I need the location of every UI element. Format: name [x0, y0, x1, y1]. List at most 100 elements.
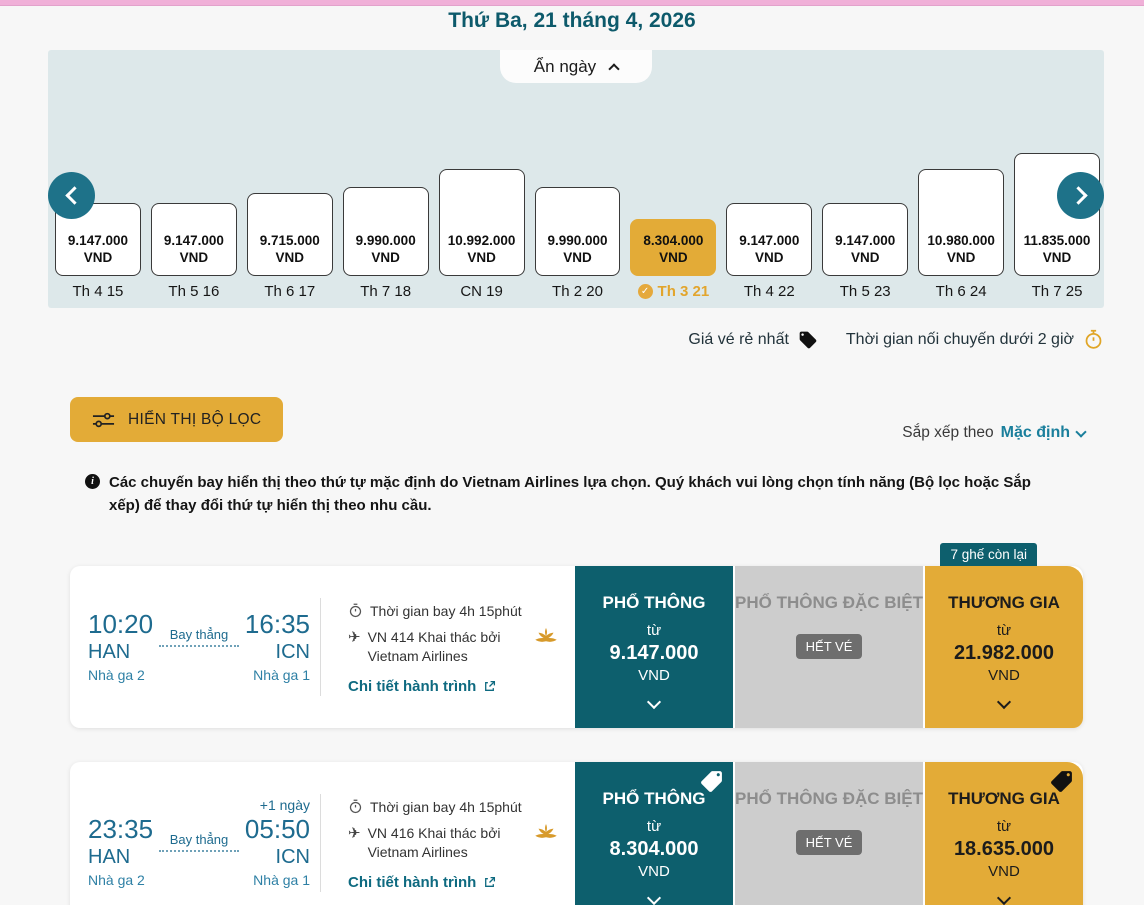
flight-info: Thời gian bay 4h 15phút ✈ VN 414 Khai th…	[348, 602, 570, 695]
day-currency: VND	[371, 250, 400, 265]
price-tag-icon	[799, 331, 817, 348]
divider	[320, 794, 321, 892]
duration-text: Thời gian bay 4h 15phút	[370, 603, 522, 619]
chevron-down-icon	[1075, 426, 1087, 438]
sold-out-badge: HẾT VÉ	[795, 830, 863, 855]
day-price: 9.990.000	[355, 233, 416, 248]
day-label: Th 5 16	[168, 283, 220, 300]
carousel-prev-button[interactable]	[48, 172, 95, 219]
fare-columns: PHỔ THÔNG từ 9.147.000 VND PHỔ THÔNG ĐẶC…	[575, 543, 1084, 728]
day-label: Th 6 17	[264, 283, 316, 300]
flight-segment: 23:35 HAN Nhà ga 2 Bay thẳng +1 ngày 05:…	[70, 762, 320, 905]
departure-terminal: Nhà ga 2	[88, 872, 145, 888]
fare-cabin-label: PHỔ THÔNG	[602, 789, 706, 808]
hide-days-label: Ẩn ngày	[533, 56, 597, 76]
fare-from-label: từ	[996, 818, 1012, 835]
filter-sliders-icon	[92, 412, 115, 427]
sold-out-badge: HẾT VÉ	[795, 634, 863, 659]
chevron-down-icon	[646, 694, 662, 710]
legend-connection: Thời gian nối chuyến dưới 2 giờ	[846, 329, 1104, 350]
chevron-down-icon	[646, 890, 662, 905]
day-option-selected[interactable]: 8.304.000 VND ✓ Th 3 21	[630, 153, 717, 300]
show-filters-label: HIỂN THỊ BỘ LỌC	[128, 410, 262, 428]
seats-remaining-badge: 7 ghế còn lại	[940, 543, 1037, 566]
sort-value: Mặc định	[1000, 424, 1070, 441]
sort-notice-text: Các chuyến bay hiển thị theo thứ tự mặc …	[109, 474, 1031, 514]
arrival-airport: ICN	[275, 641, 310, 663]
fare-price: 9.147.000	[609, 642, 699, 664]
arrival-time: 05:50	[244, 814, 310, 844]
day-label: Th 7 18	[360, 283, 412, 300]
day-currency: VND	[83, 250, 113, 265]
day-currency: VND	[275, 250, 305, 265]
fare-price: 8.304.000	[609, 838, 699, 860]
flight-info: Thời gian bay 4h 15phút ✈ VN 416 Khai th…	[348, 798, 570, 891]
day-currency: VND	[179, 250, 209, 265]
legend-connection-label: Thời gian nối chuyến dưới 2 giờ	[845, 330, 1074, 348]
fare-currency: VND	[988, 863, 1020, 880]
chevron-left-icon	[64, 186, 84, 205]
day-price: 11.835.000	[1023, 233, 1091, 248]
day-currency: VND	[946, 250, 976, 265]
day-label: Th 2 20	[552, 283, 603, 300]
cheapest-tag-icon	[1051, 771, 1072, 792]
fare-cabin-label: THƯƠNG GIA	[948, 593, 1060, 612]
fare-currency: VND	[638, 667, 670, 684]
hide-days-button[interactable]: Ẩn ngày	[500, 50, 652, 83]
fare-business[interactable]: THƯƠNG GIA từ 21.982.000 VND	[924, 566, 1084, 728]
day-price: 10.992.000	[447, 233, 516, 248]
fare-cabin-label: PHỔ THÔNG ĐẶC BIỆT	[735, 789, 923, 808]
arrival-terminal: Nhà ga 1	[253, 667, 310, 683]
legend: Giá vé rẻ nhất Thời gian nối chuyến dưới…	[688, 329, 1104, 350]
day-label: Th 5 23	[839, 283, 891, 300]
external-link-icon	[485, 680, 496, 691]
day-currency: VND	[1042, 250, 1072, 265]
fare-premium-economy: PHỔ THÔNG ĐẶC BIỆT HẾT VÉ	[735, 762, 923, 905]
day-label: Th 6 24	[935, 283, 987, 300]
fare-economy[interactable]: PHỔ THÔNG từ 9.147.000 VND	[575, 566, 734, 728]
sort-prefix: Sắp xếp theo	[902, 424, 994, 441]
flight-result-card: 10:20 HAN Nhà ga 2 Bay thẳng 16:35 ICN N…	[70, 543, 1084, 728]
sort-control[interactable]: Sắp xếp theo Mặc định	[902, 424, 1087, 442]
day-currency: VND	[563, 250, 592, 265]
sort-notice: i Các chuyến bay hiển thị theo thứ tự mặ…	[85, 471, 1063, 517]
day-currency: VND	[467, 250, 496, 265]
fare-business[interactable]: THƯƠNG GIA từ 18.635.000 VND	[924, 762, 1084, 905]
chevron-down-icon	[996, 890, 1012, 905]
chevron-up-icon	[608, 63, 620, 75]
day-label: Th 4 22	[743, 283, 795, 300]
top-accent-bar	[0, 0, 1144, 6]
itinerary-details-label: Chi tiết hành trình	[348, 874, 477, 891]
day-price: 10.980.000	[927, 233, 995, 248]
itinerary-details-link[interactable]: Chi tiết hành trình	[348, 678, 570, 695]
day-label: Th 7 25	[1031, 283, 1083, 300]
stops-indicator: Bay thẳng	[159, 627, 239, 647]
fare-premium-economy: PHỔ THÔNG ĐẶC BIỆT HẾT VÉ	[735, 566, 923, 728]
itinerary-details-link[interactable]: Chi tiết hành trình	[348, 874, 570, 891]
legend-cheapest: Giá vé rẻ nhất	[688, 330, 818, 350]
day-currency: VND	[659, 250, 688, 265]
arrival-time: 16:35	[244, 609, 310, 639]
carousel-next-button[interactable]	[1057, 172, 1104, 219]
day-currency: VND	[850, 250, 880, 265]
date-price-carousel: Ẩn ngày 9.147.000 VND ✓ Th 4 15 9.147.000 V…	[48, 50, 1104, 308]
duration-clock-icon	[349, 603, 362, 618]
day-price: 9.990.000	[547, 233, 608, 248]
departure-airport: HAN	[88, 641, 131, 663]
show-filters-button[interactable]: HIỂN THỊ BỘ LỌC	[70, 397, 284, 442]
itinerary-details-label: Chi tiết hành trình	[348, 678, 477, 695]
day-price: 9.147.000	[739, 233, 800, 248]
flight-number-text: VN 416 Khai thác bởi Vietnam Airlines	[367, 825, 501, 860]
day-price: 8.304.000	[643, 233, 704, 248]
fare-economy[interactable]: PHỔ THÔNG từ 8.304.000 VND	[575, 762, 734, 905]
